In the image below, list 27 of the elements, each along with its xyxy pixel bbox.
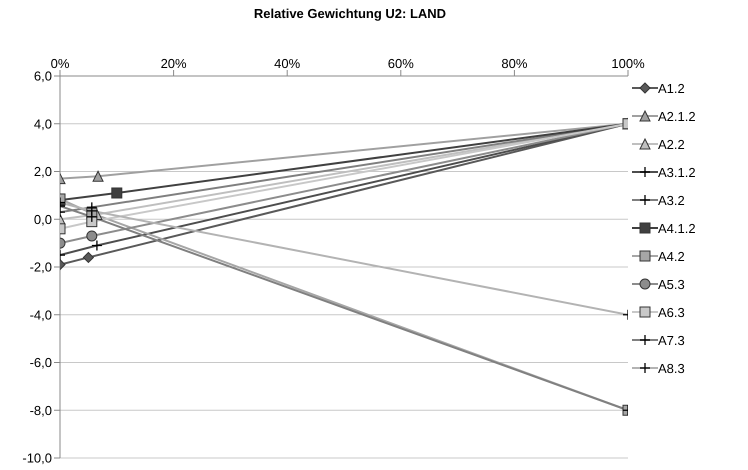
legend-label: A5.3 [658, 276, 685, 292]
y-tick-label: -8,0 [30, 402, 52, 418]
legend-label: A8.3 [658, 360, 685, 376]
x-tick-label: 100% [611, 56, 646, 71]
legend-label: A2.2 [658, 136, 685, 152]
y-tick-label: -10,0 [22, 450, 52, 466]
legend-label: A7.3 [658, 332, 685, 348]
x-tick-label: 80% [501, 56, 528, 71]
x-tick-label: 0% [50, 56, 70, 71]
y-tick-label: 0,0 [34, 212, 52, 227]
y-tick-label: -6,0 [30, 355, 52, 370]
legend-label: A3.2 [658, 192, 685, 208]
y-tick-label: 4,0 [34, 116, 52, 132]
y-tick-label: 2,0 [34, 164, 52, 180]
y-tick-label: 6,0 [34, 68, 52, 84]
x-tick-label: 60% [388, 56, 414, 71]
legend-label: A1.2 [658, 80, 685, 96]
x-tick-label: 20% [160, 56, 188, 71]
legend-label: A2.1.2 [658, 108, 696, 124]
legend-label: A6.3 [658, 304, 685, 320]
legend-label: A4.2 [658, 248, 685, 264]
x-tick-label: 40% [274, 56, 301, 71]
y-tick-label: -2,0 [30, 260, 52, 275]
y-tick-label: -4,0 [30, 307, 52, 322]
chart-title: Relative Gewichtung U2: LAND [252, 6, 448, 21]
legend-label: A4.1.2 [658, 220, 696, 236]
legend-label: A3.1.2 [658, 164, 696, 180]
